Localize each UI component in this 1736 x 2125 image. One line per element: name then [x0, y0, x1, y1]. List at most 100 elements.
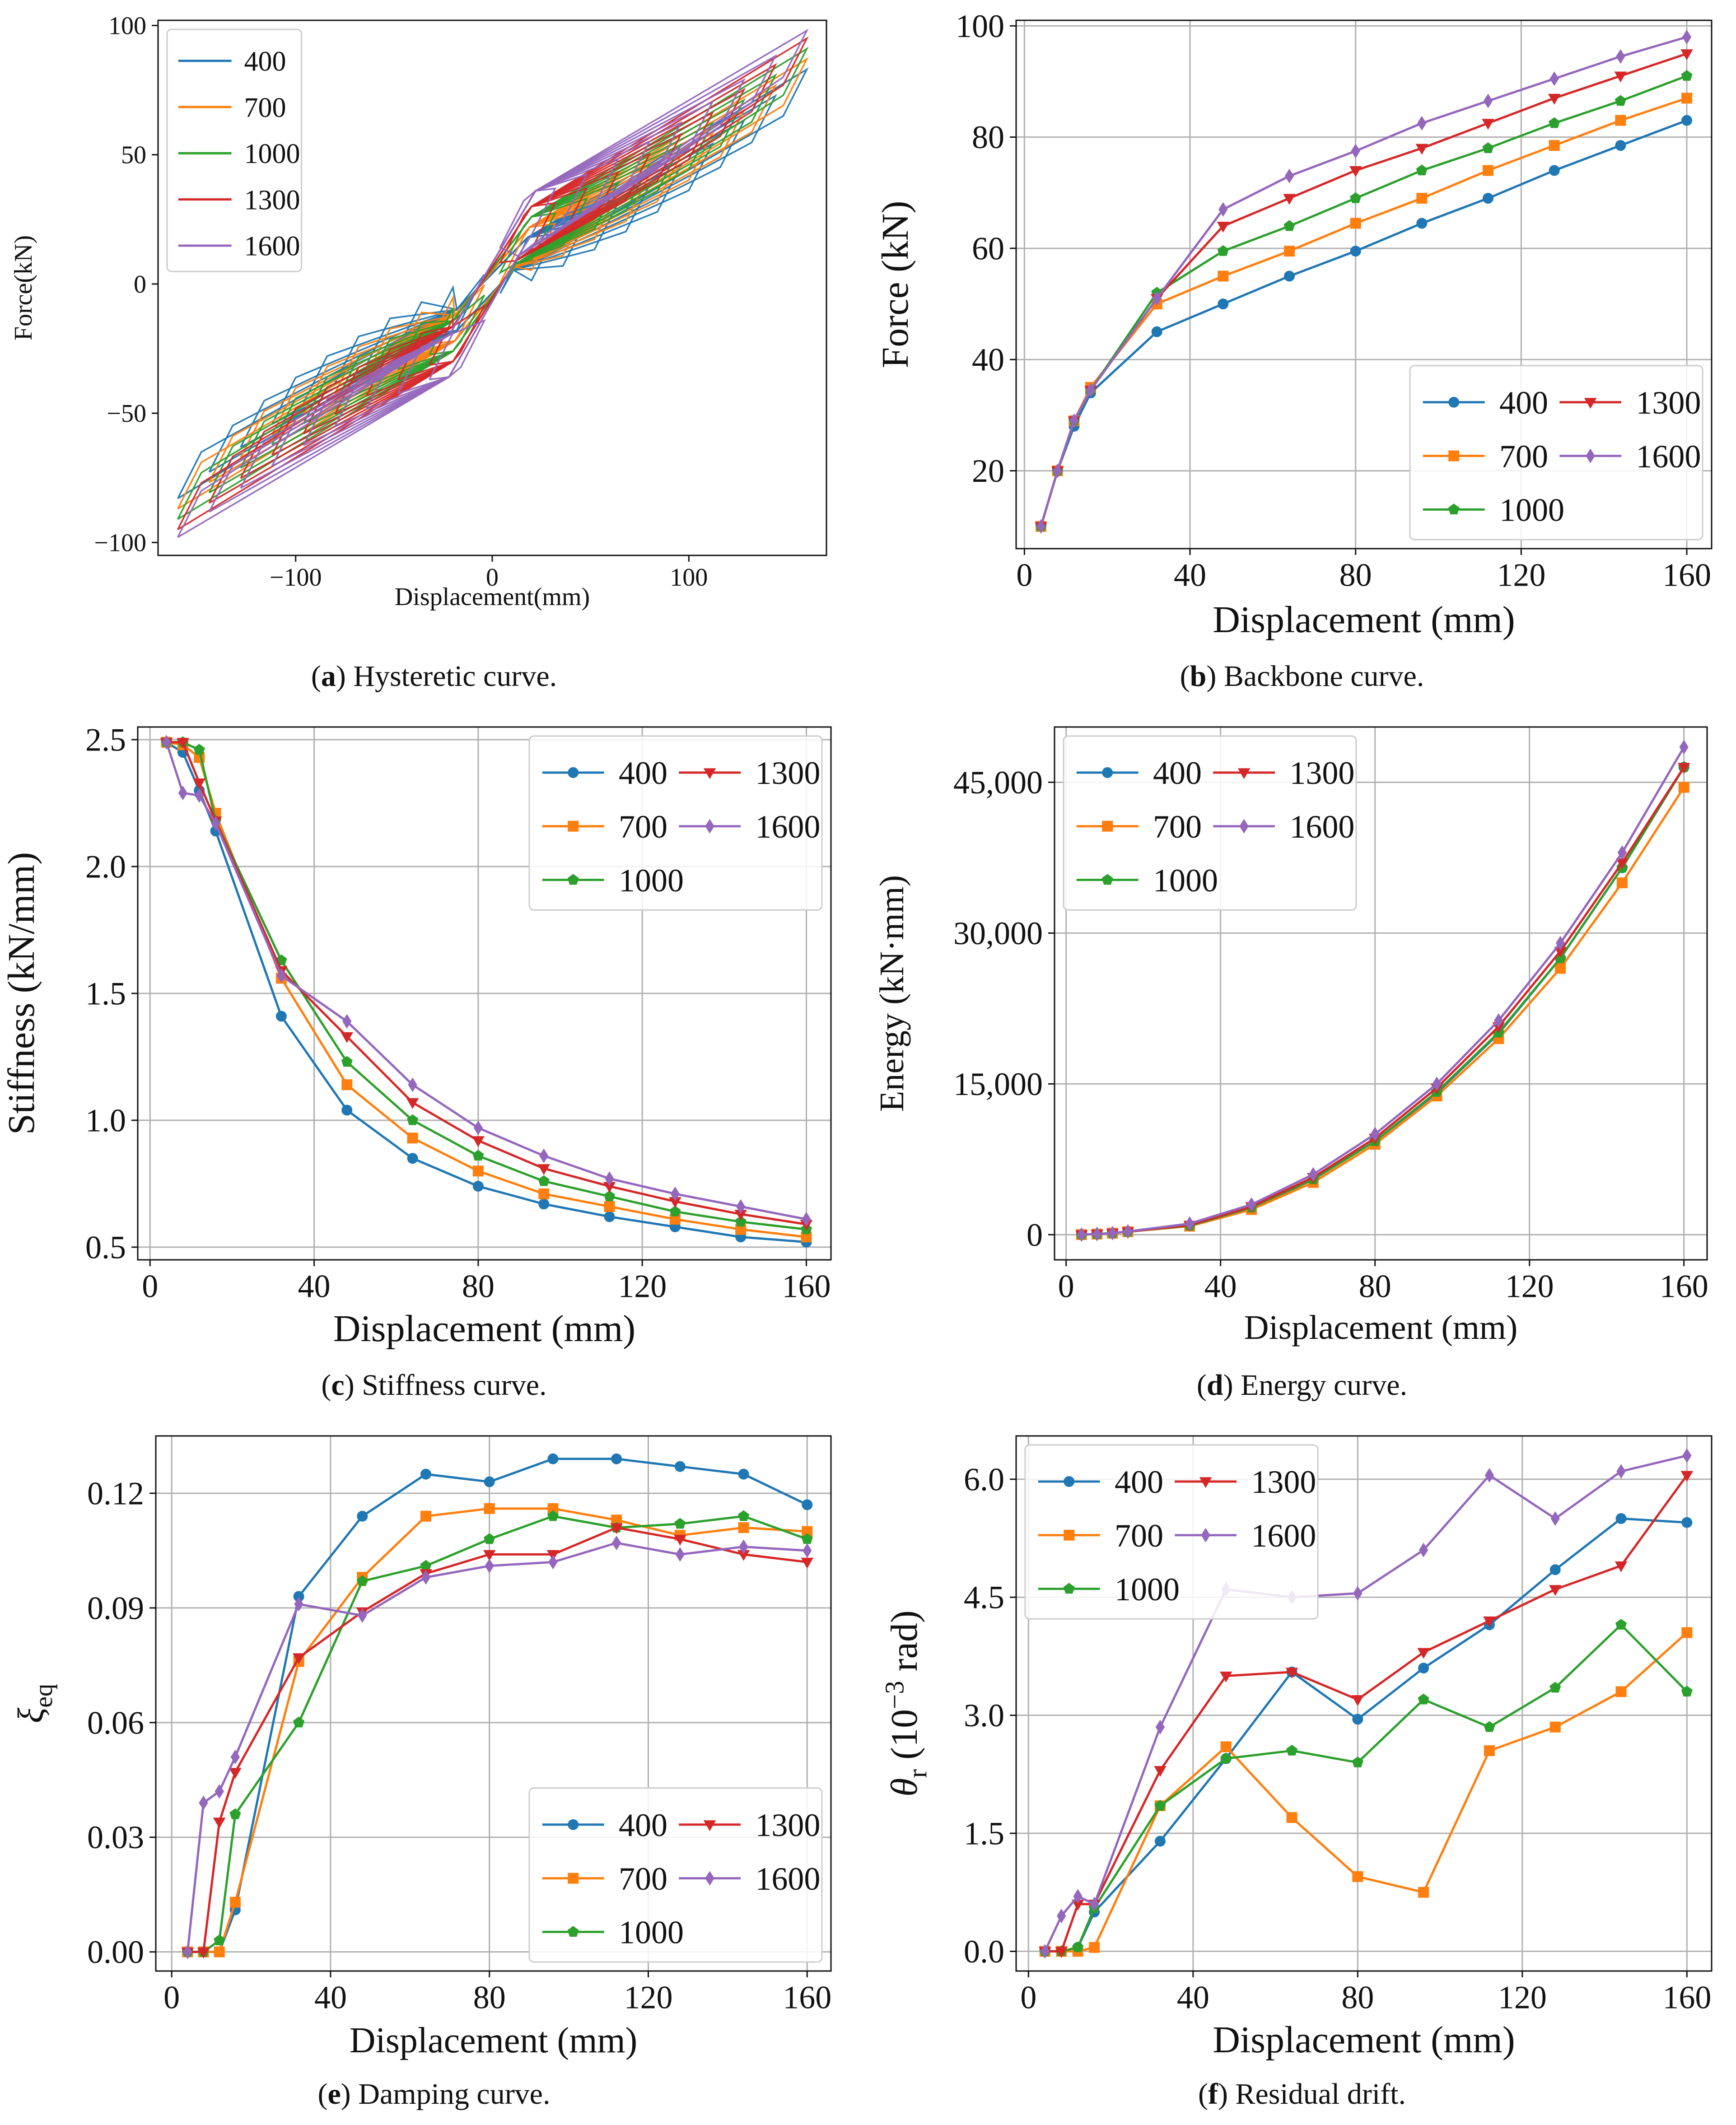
caption-f: (f) Residual drift. — [1198, 2078, 1406, 2111]
legend-marker — [568, 767, 579, 778]
legend: 400 700 1000 1300 1600 — [166, 28, 303, 272]
data-point-1300-144 — [1615, 1561, 1628, 1572]
x-tick-label: 120 — [1498, 1979, 1547, 2015]
legend-marker — [1064, 1529, 1075, 1541]
data-point-400-112 — [604, 1211, 615, 1222]
y-axis-label-symbol: ξ — [11, 1707, 51, 1723]
data-point-1600-16 — [1086, 382, 1096, 398]
data-point-1600-64 — [1308, 1167, 1318, 1182]
legend-label: 1600 — [755, 809, 820, 845]
legend-marker — [568, 1819, 579, 1830]
legend-entry-1300: 1300 — [1213, 755, 1354, 791]
data-point-1300-8 — [1055, 1947, 1068, 1958]
x-tick-label: 160 — [1660, 1268, 1708, 1304]
data-point-1600-144 — [739, 1539, 748, 1554]
legend-entry-400: 400 — [178, 46, 286, 77]
data-point-400-160 — [1681, 115, 1692, 126]
legend-entry-1000: 1000 — [1038, 1571, 1180, 1608]
legend-entry-400: 400 — [1423, 385, 1548, 421]
y-axis-label-subscript: eq — [30, 1684, 58, 1708]
legend-label: 1600 — [1636, 438, 1701, 475]
data-point-700-12 — [214, 1946, 225, 1957]
data-point-700-16 — [1089, 1942, 1100, 1953]
data-point-1600-8 — [178, 785, 188, 801]
data-point-1600-4 — [1040, 1944, 1050, 1959]
data-point-1000-32 — [293, 1716, 305, 1728]
data-point-1000-128 — [669, 1206, 681, 1216]
y-tick-label: 0.06 — [87, 1705, 144, 1741]
legend-entry-700: 700 — [542, 809, 667, 845]
data-point-1300-12 — [193, 778, 206, 790]
data-point-700-112 — [611, 1515, 622, 1526]
data-point-1000-144 — [1615, 95, 1626, 106]
data-point-1600-12 — [215, 1784, 224, 1799]
y-axis-label: θr (10−3 rad) — [880, 1610, 932, 1797]
series-line-700 — [1045, 1631, 1688, 1953]
y-tick-label: 15,000 — [953, 1066, 1043, 1102]
data-point-1000-48 — [1220, 1752, 1232, 1764]
data-point-1300-12 — [213, 1817, 226, 1829]
legend-entry-700: 700 — [1423, 438, 1548, 475]
legend-label: 700 — [619, 1861, 667, 1897]
data-point-1600-112 — [1484, 1468, 1494, 1483]
legend-label: 1000 — [619, 1915, 684, 1951]
data-point-1600-144 — [1616, 49, 1625, 64]
loop-700-1 — [454, 226, 531, 341]
data-point-1600-16 — [230, 1749, 240, 1765]
data-point-1600-160 — [1682, 1448, 1692, 1463]
legend-marker — [1102, 767, 1113, 778]
data-point-400-32 — [1154, 1836, 1166, 1847]
plot-frame — [155, 1435, 832, 1972]
data-point-1000-144 — [735, 1216, 747, 1227]
data-point-700-96 — [1416, 193, 1428, 204]
data-point-1600-112 — [605, 1171, 614, 1186]
legend-entry-700: 700 — [542, 1861, 667, 1897]
x-tick-label: 120 — [618, 1268, 667, 1304]
legend-marker — [1237, 768, 1251, 779]
legend-marker — [1586, 448, 1595, 463]
x-axis-label: Displacement (mm) — [1213, 2019, 1515, 2061]
data-point-1300-160 — [801, 1557, 814, 1569]
x-tick-label: 160 — [1662, 557, 1711, 593]
data-point-1300-48 — [341, 1032, 354, 1043]
x-axis-label: Displacement(mm) — [395, 583, 590, 611]
data-point-400-64 — [420, 1468, 431, 1480]
chart-e: 0 40 80 120 160 0.00 0.03 0.06 0.09 0.12 Displacem… — [11, 1435, 832, 2060]
x-tick-label: 0 — [1016, 557, 1032, 593]
data-point-1300-12 — [1071, 1900, 1084, 1911]
caption-c: (c) Stiffness curve. — [321, 1369, 547, 1402]
data-point-400-80 — [472, 1181, 484, 1192]
data-point-1000-48 — [341, 1056, 353, 1067]
data-point-400-128 — [1549, 1564, 1561, 1575]
data-point-700-128 — [1555, 963, 1566, 974]
legend-marker — [1201, 1528, 1210, 1542]
legend-entry-1000: 1000 — [542, 862, 684, 899]
legend-entry-1300: 1300 — [1175, 1464, 1316, 1500]
x-tick-label: 80 — [1359, 1268, 1391, 1304]
data-point-1600-12 — [195, 788, 204, 803]
data-point-400-80 — [1350, 246, 1361, 257]
loop-1600-2 — [429, 187, 557, 381]
legend-label: 1600 — [755, 1861, 820, 1897]
data-point-700-144 — [735, 1224, 747, 1235]
data-point-700-144 — [1615, 1686, 1627, 1697]
data-point-400-128 — [1549, 165, 1560, 176]
y-tick-label: 0 — [134, 270, 146, 298]
data-point-1300-80 — [483, 1550, 496, 1561]
data-point-1600-64 — [408, 1077, 417, 1092]
data-point-400-96 — [538, 1198, 550, 1210]
x-tick-label: 100 — [670, 564, 708, 592]
x-tick-label: 40 — [1177, 1979, 1209, 2015]
data-point-1600-128 — [670, 1186, 680, 1202]
data-point-400-112 — [1483, 193, 1493, 204]
y-axis-label-unit-end: rad) — [883, 1610, 925, 1681]
x-tick-label: 0 — [142, 1268, 158, 1304]
data-point-1300-96 — [537, 1164, 551, 1175]
data-point-1600-96 — [1417, 116, 1427, 131]
data-point-700-64 — [1286, 1812, 1297, 1823]
data-point-1000-96 — [538, 1175, 550, 1186]
data-point-1000-48 — [1217, 245, 1229, 256]
loop-1300-1 — [452, 206, 532, 362]
data-point-1000-80 — [472, 1150, 484, 1161]
y-tick-label: 40 — [972, 342, 1004, 378]
